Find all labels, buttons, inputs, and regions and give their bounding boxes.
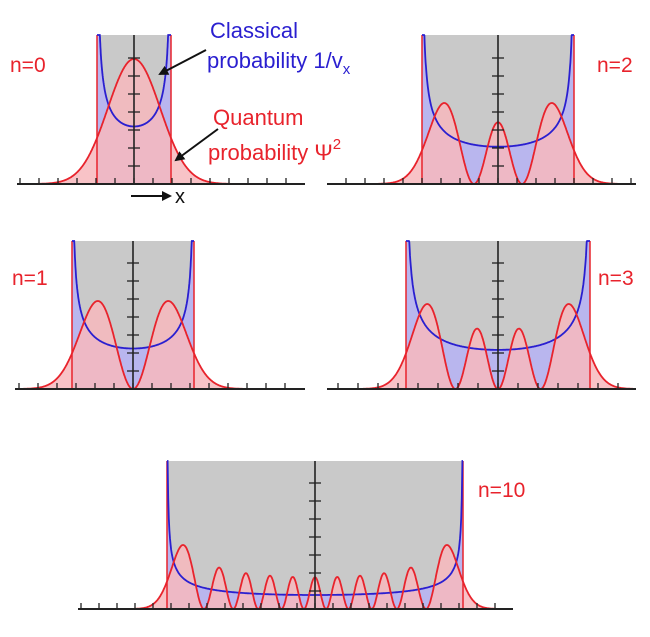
panel-label-n2: n=2 <box>597 54 633 77</box>
classical-annotation-line1: Classical <box>210 18 298 43</box>
panel-label-n0: n=0 <box>10 54 46 77</box>
quantum-fill-n0 <box>17 59 305 184</box>
panel-label-n1: n=1 <box>12 267 48 290</box>
panel-n2 <box>327 34 636 185</box>
quantum-fill-n1 <box>15 301 305 389</box>
panel-label-n10: n=10 <box>478 479 525 502</box>
quantum-pointer-arrow <box>174 128 219 162</box>
panel-n10 <box>78 460 513 610</box>
panel-label-n3: n=3 <box>598 267 634 290</box>
quantum-annotation-line2: probability Ψ2 <box>208 136 341 165</box>
classical-pointer-arrow <box>158 49 207 75</box>
panels-layer <box>15 34 636 610</box>
panel-n1 <box>15 240 305 390</box>
panel-n3 <box>327 240 636 390</box>
quantum-fill-n10 <box>78 545 513 609</box>
x-axis-label: x <box>175 186 185 208</box>
quantum-curve-n10 <box>78 544 513 610</box>
classical-annotation-line2: probability 1/vx <box>207 48 351 78</box>
classical-fill-n3 <box>406 241 590 389</box>
panel-n0 <box>17 34 305 185</box>
quantum-annotation-line1: Quantum <box>213 105 304 130</box>
